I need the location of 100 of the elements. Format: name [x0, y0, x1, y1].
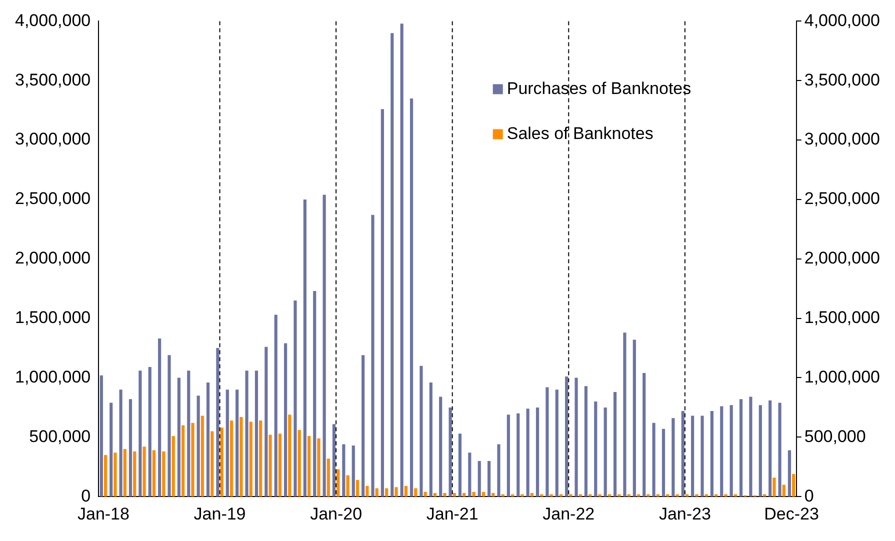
bar	[511, 494, 514, 497]
y-tick-label: 500,000	[29, 426, 91, 446]
bar	[555, 390, 558, 497]
bar	[278, 434, 282, 497]
bar	[526, 408, 530, 497]
bar	[662, 428, 666, 497]
bar	[546, 387, 549, 497]
bar	[245, 370, 248, 497]
x-tick-label: Jan-19	[194, 504, 246, 524]
bar	[356, 480, 360, 497]
bar	[540, 494, 544, 497]
bar	[254, 370, 258, 497]
bar	[672, 418, 675, 497]
y-tick-label: 2,000,000	[14, 248, 91, 268]
bar	[100, 375, 103, 497]
bar	[584, 386, 588, 497]
bar	[782, 484, 786, 497]
bar	[110, 402, 113, 497]
bar	[762, 494, 766, 497]
y2-tick-label: 500,000	[804, 426, 866, 446]
bar	[778, 402, 782, 497]
bar	[404, 486, 408, 497]
bar	[482, 492, 486, 497]
bar	[433, 493, 437, 497]
bar	[187, 370, 190, 497]
bar	[569, 494, 572, 497]
bar	[133, 451, 136, 497]
bar	[492, 493, 495, 497]
y2-tick-label: 3,500,000	[804, 70, 880, 90]
x-tick-label: Jan-23	[658, 504, 711, 524]
y2-tick-label: 2,500,000	[804, 189, 880, 208]
bar	[448, 407, 452, 497]
bar	[394, 487, 398, 497]
bar	[730, 405, 733, 497]
bar	[608, 494, 612, 497]
bar	[366, 486, 369, 497]
bar	[352, 445, 355, 497]
bar	[342, 444, 346, 497]
bar	[240, 416, 243, 497]
bar	[410, 98, 414, 497]
bar	[322, 194, 326, 497]
bar	[739, 399, 743, 497]
bar	[700, 416, 704, 497]
bar	[792, 474, 796, 497]
bar	[216, 348, 220, 497]
bar	[172, 436, 175, 497]
bar	[749, 396, 752, 497]
bar	[162, 451, 166, 497]
bar	[284, 343, 288, 497]
bar	[259, 420, 262, 497]
bar	[623, 332, 626, 497]
bar	[400, 24, 404, 497]
bar	[226, 390, 229, 497]
bar	[714, 494, 718, 497]
bar	[652, 422, 656, 497]
bar	[550, 494, 553, 497]
bar	[704, 494, 708, 497]
bar	[264, 346, 268, 497]
bar	[119, 390, 122, 497]
bar	[681, 411, 684, 497]
bar	[274, 314, 278, 497]
bar	[294, 300, 297, 497]
bar	[685, 494, 689, 497]
bar	[200, 416, 204, 497]
y2-tick-label: 1,500,000	[804, 308, 880, 328]
bar	[307, 436, 311, 497]
bar	[478, 460, 481, 497]
bar	[196, 396, 200, 497]
bar	[380, 109, 384, 497]
bar	[148, 367, 152, 497]
bar	[236, 390, 239, 497]
bar	[443, 493, 446, 497]
bar	[313, 290, 316, 497]
bar	[268, 434, 272, 497]
y2-tick-label: 2,000,000	[804, 248, 880, 268]
bar	[420, 366, 423, 497]
bar	[414, 488, 418, 497]
bar	[772, 478, 776, 497]
bar	[424, 492, 427, 497]
bar	[497, 444, 500, 497]
bar	[362, 355, 365, 497]
bar	[691, 416, 694, 497]
bar	[710, 411, 714, 497]
bar	[632, 340, 636, 497]
bar	[210, 431, 214, 497]
bar	[317, 438, 320, 497]
bar	[468, 452, 472, 497]
bar	[230, 420, 234, 497]
y-tick-label: 1,500,000	[14, 308, 91, 328]
bar	[565, 376, 568, 497]
bar	[220, 428, 224, 497]
bar	[676, 494, 679, 497]
legend-label: Purchases of Banknotes	[506, 78, 692, 98]
bar	[588, 494, 592, 497]
x-tick-label: Jan-20	[310, 504, 362, 524]
bar	[598, 494, 602, 497]
y-tick-label: 1,000,000	[14, 367, 91, 386]
bar	[656, 494, 660, 497]
bar	[206, 382, 210, 497]
bar	[604, 407, 607, 497]
